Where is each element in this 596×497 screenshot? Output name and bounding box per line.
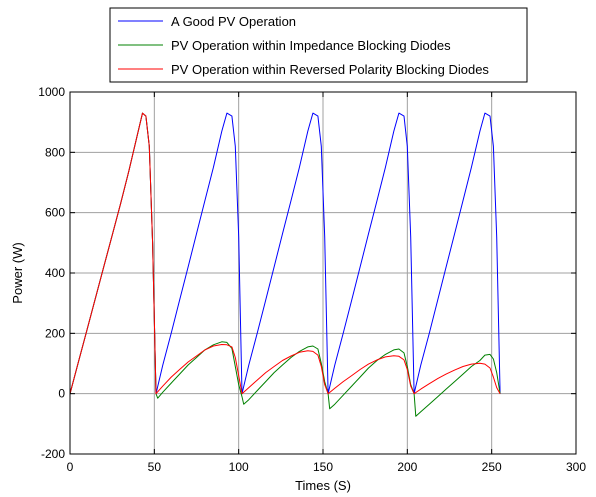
- y-tick-label: 0: [58, 387, 65, 401]
- x-tick-label: 100: [229, 460, 249, 474]
- legend-box: [109, 7, 528, 83]
- series-layer: [69, 112, 501, 417]
- y-tick-label: -200: [41, 447, 65, 461]
- x-tick-label: 50: [148, 460, 162, 474]
- series-line-reversed-polarity-diodes: [69, 112, 501, 395]
- grid-lines: [70, 92, 576, 454]
- x-tick-label: 250: [482, 460, 502, 474]
- legend-label: PV Operation within Impedance Blocking D…: [171, 38, 451, 53]
- x-tick-label: 150: [313, 460, 333, 474]
- y-tick-label: 400: [45, 266, 65, 280]
- legend-label: A Good PV Operation: [171, 14, 296, 29]
- y-tick-label: 800: [45, 145, 65, 159]
- x-tick-label: 0: [67, 460, 74, 474]
- y-tick-label: 200: [45, 326, 65, 340]
- y-tick-label: 600: [45, 206, 65, 220]
- x-tick-label: 300: [566, 460, 586, 474]
- x-axis-title: Times (S): [295, 478, 351, 493]
- x-tick-label: 200: [397, 460, 417, 474]
- y-tick-label: 1000: [38, 85, 65, 99]
- legend-label: PV Operation within Reversed Polarity Bl…: [171, 62, 489, 77]
- legend: A Good PV Operation PV Operation within I…: [109, 7, 528, 83]
- y-axis-title: Power (W): [10, 242, 25, 303]
